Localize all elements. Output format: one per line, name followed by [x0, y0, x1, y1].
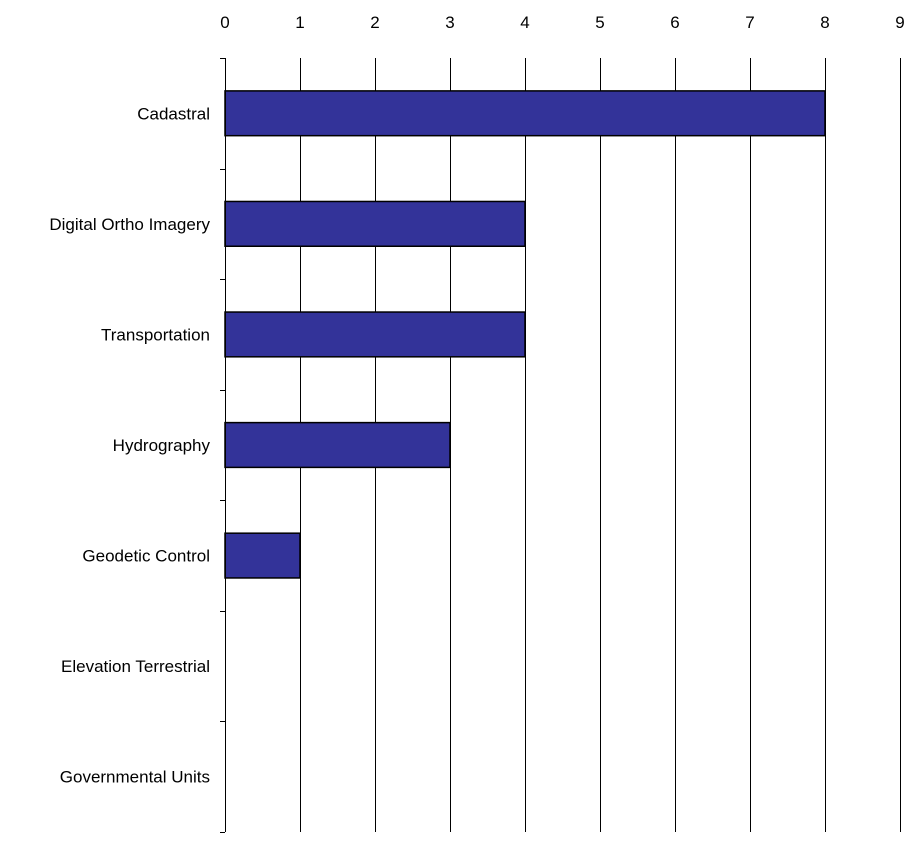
x-tick-label: 1 — [295, 13, 304, 32]
x-tick-label: 3 — [445, 13, 454, 32]
axes — [220, 58, 226, 833]
bar — [224, 421, 451, 469]
x-tick-label: 6 — [670, 13, 679, 32]
category-label: Cadastral — [137, 104, 210, 123]
bar — [224, 200, 526, 247]
x-tick-label: 0 — [220, 13, 229, 32]
category-label: Elevation Terrestrial — [61, 657, 210, 676]
bar — [224, 532, 301, 579]
bar — [224, 90, 826, 137]
category-label: Geodetic Control — [82, 547, 210, 566]
category-label: Hydrography — [113, 436, 211, 455]
bars — [224, 90, 826, 579]
x-tick-label: 2 — [370, 13, 379, 32]
category-label: Transportation — [101, 325, 210, 344]
x-tick-label: 7 — [745, 13, 754, 32]
y-tick-labels: Cadastral Digital Ortho Imagery Transporta… — [49, 104, 210, 786]
category-label: Digital Ortho Imagery — [49, 215, 210, 234]
bar — [224, 311, 526, 358]
x-tick-label: 8 — [820, 13, 829, 32]
category-label: Governmental Units — [60, 768, 210, 787]
x-tick-labels: 0 1 2 3 4 5 6 7 8 9 — [220, 13, 904, 32]
x-tick-label: 5 — [595, 13, 604, 32]
x-tick-label: 4 — [520, 13, 529, 32]
x-tick-label: 9 — [895, 13, 904, 32]
gridlines — [300, 58, 901, 832]
